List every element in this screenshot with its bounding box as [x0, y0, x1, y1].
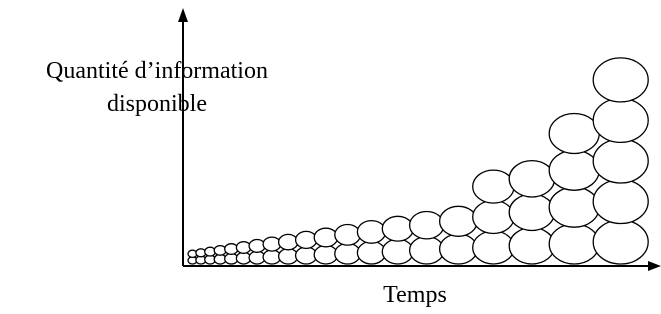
bubble [509, 161, 554, 197]
bubble [314, 228, 337, 247]
bubble [593, 139, 648, 183]
bubble [279, 249, 298, 264]
bubble [296, 231, 317, 248]
bubble [335, 225, 361, 246]
y-axis-arrow [178, 8, 188, 22]
bubble [473, 201, 514, 234]
bubble [549, 114, 599, 154]
bubble [549, 187, 599, 227]
bubble [357, 241, 385, 264]
bubble [473, 231, 514, 264]
bubble [549, 224, 599, 264]
bubble [549, 150, 599, 190]
bubble [410, 212, 444, 239]
page: {"axis_labels": {"y": {"lines": ["Quanti… [0, 0, 661, 309]
bubble [509, 228, 554, 264]
bubble [225, 244, 238, 255]
bubble [263, 237, 281, 251]
bubble [440, 206, 478, 236]
diagram: Quantité d’information disponible Temps [0, 0, 661, 309]
bubble [440, 234, 478, 264]
bubble [357, 221, 385, 244]
bubbles [188, 58, 648, 264]
x-axis-label: Temps [383, 282, 447, 308]
x-axis-arrow [648, 261, 661, 271]
bubble [314, 245, 337, 264]
bubble [593, 180, 648, 224]
bubble [410, 237, 444, 264]
bubble [382, 239, 413, 264]
bubble [236, 242, 250, 254]
bubble [335, 243, 361, 264]
bubble [279, 234, 298, 249]
y-axis-label-line: disponible [107, 91, 207, 117]
bubble [382, 216, 413, 241]
bubble [593, 58, 648, 102]
bubble [593, 98, 648, 142]
bubble [509, 194, 554, 230]
bubble [593, 220, 648, 264]
bubble [473, 170, 514, 203]
y-axis-label-line: Quantité d’information [46, 58, 268, 84]
